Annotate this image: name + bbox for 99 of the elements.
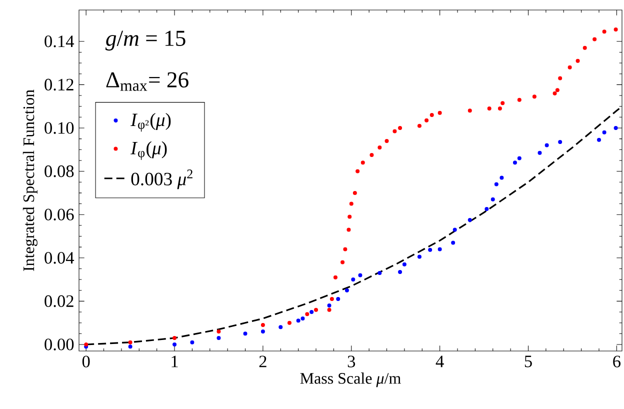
legend-label: 0.003 μ$^{2}$ bbox=[131, 170, 192, 190]
point bbox=[172, 342, 177, 346]
point bbox=[310, 310, 314, 314]
point bbox=[568, 65, 572, 70]
point bbox=[84, 342, 88, 346]
point bbox=[596, 138, 602, 142]
point bbox=[544, 143, 549, 148]
point bbox=[555, 88, 560, 92]
point bbox=[128, 344, 132, 349]
point bbox=[398, 270, 402, 274]
point bbox=[349, 202, 354, 206]
point bbox=[370, 153, 374, 158]
point bbox=[352, 190, 357, 195]
point bbox=[392, 129, 397, 134]
point bbox=[517, 98, 522, 102]
point bbox=[398, 126, 402, 130]
point bbox=[451, 240, 456, 245]
point bbox=[260, 329, 265, 334]
point bbox=[487, 106, 492, 110]
point bbox=[500, 101, 505, 106]
point bbox=[260, 323, 265, 328]
y-axis-title: Integrated Spectral Function bbox=[22, 90, 38, 271]
y-tick-label: 0.08 bbox=[44, 165, 74, 178]
point bbox=[356, 169, 360, 174]
point bbox=[484, 206, 489, 211]
point bbox=[552, 91, 557, 96]
point bbox=[490, 197, 495, 202]
point bbox=[468, 108, 472, 113]
point bbox=[360, 160, 365, 165]
y-tick-label: 0.06 bbox=[44, 208, 74, 220]
point bbox=[327, 308, 332, 312]
point bbox=[346, 228, 351, 232]
point bbox=[558, 140, 562, 144]
point bbox=[287, 320, 292, 325]
point bbox=[378, 271, 382, 276]
point bbox=[592, 37, 597, 42]
point bbox=[532, 94, 536, 99]
x-tick-label: 4 bbox=[436, 356, 444, 368]
point bbox=[498, 106, 502, 110]
point bbox=[468, 218, 472, 222]
legend-label: I$_{φ²}$(μ) bbox=[130, 112, 171, 132]
point bbox=[216, 336, 221, 340]
legend-label: I$_{φ}$(μ) bbox=[130, 141, 167, 160]
point bbox=[558, 76, 562, 80]
point bbox=[330, 297, 334, 302]
point bbox=[340, 260, 345, 264]
point bbox=[517, 156, 522, 160]
point bbox=[576, 58, 580, 63]
y-tick-label: 0.12 bbox=[44, 78, 74, 91]
point bbox=[333, 275, 338, 280]
y-tick-label: 0.00 bbox=[44, 338, 74, 350]
point bbox=[378, 145, 382, 150]
point bbox=[438, 247, 442, 252]
point bbox=[327, 304, 332, 308]
y-tick-label: 0.04 bbox=[44, 252, 74, 264]
point bbox=[343, 247, 348, 252]
x-tick-label: 5 bbox=[524, 356, 532, 368]
point bbox=[344, 288, 349, 292]
point bbox=[190, 340, 194, 344]
point bbox=[582, 46, 587, 50]
point bbox=[358, 273, 362, 278]
point bbox=[438, 110, 442, 115]
x-tick-label: 1 bbox=[172, 356, 178, 368]
point bbox=[417, 124, 422, 128]
annotation: Δ$_{max}$= 26 bbox=[106, 72, 188, 91]
x-axis-title: Mass Scale μ/m bbox=[300, 372, 401, 388]
point bbox=[512, 160, 517, 165]
point bbox=[300, 316, 305, 321]
point bbox=[128, 340, 132, 344]
point bbox=[430, 112, 434, 117]
point bbox=[428, 248, 432, 252]
point bbox=[305, 312, 310, 316]
point bbox=[278, 325, 283, 330]
y-tick-label: 0.02 bbox=[44, 295, 74, 308]
y-tick-label: 0.10 bbox=[44, 122, 74, 134]
annotation: g/m = 15 bbox=[105, 30, 186, 51]
point bbox=[314, 308, 318, 312]
point bbox=[424, 118, 429, 122]
point bbox=[602, 130, 606, 134]
point bbox=[602, 30, 606, 34]
point bbox=[500, 176, 504, 180]
point bbox=[296, 318, 300, 323]
point bbox=[417, 254, 422, 259]
x-tick-label: 6 bbox=[613, 356, 621, 368]
point bbox=[243, 332, 248, 336]
x-tick-label: 3 bbox=[348, 356, 356, 368]
x-tick-label: 2 bbox=[259, 356, 266, 368]
x-tick-label: 0 bbox=[82, 356, 90, 368]
point bbox=[336, 297, 340, 302]
point bbox=[402, 262, 406, 266]
point bbox=[538, 150, 542, 155]
point bbox=[216, 329, 221, 334]
point bbox=[351, 278, 356, 282]
point bbox=[348, 214, 352, 219]
y-tick-label: 0.14 bbox=[44, 36, 74, 48]
point bbox=[494, 182, 498, 186]
point bbox=[452, 228, 457, 232]
point bbox=[384, 138, 389, 143]
point bbox=[172, 336, 177, 340]
